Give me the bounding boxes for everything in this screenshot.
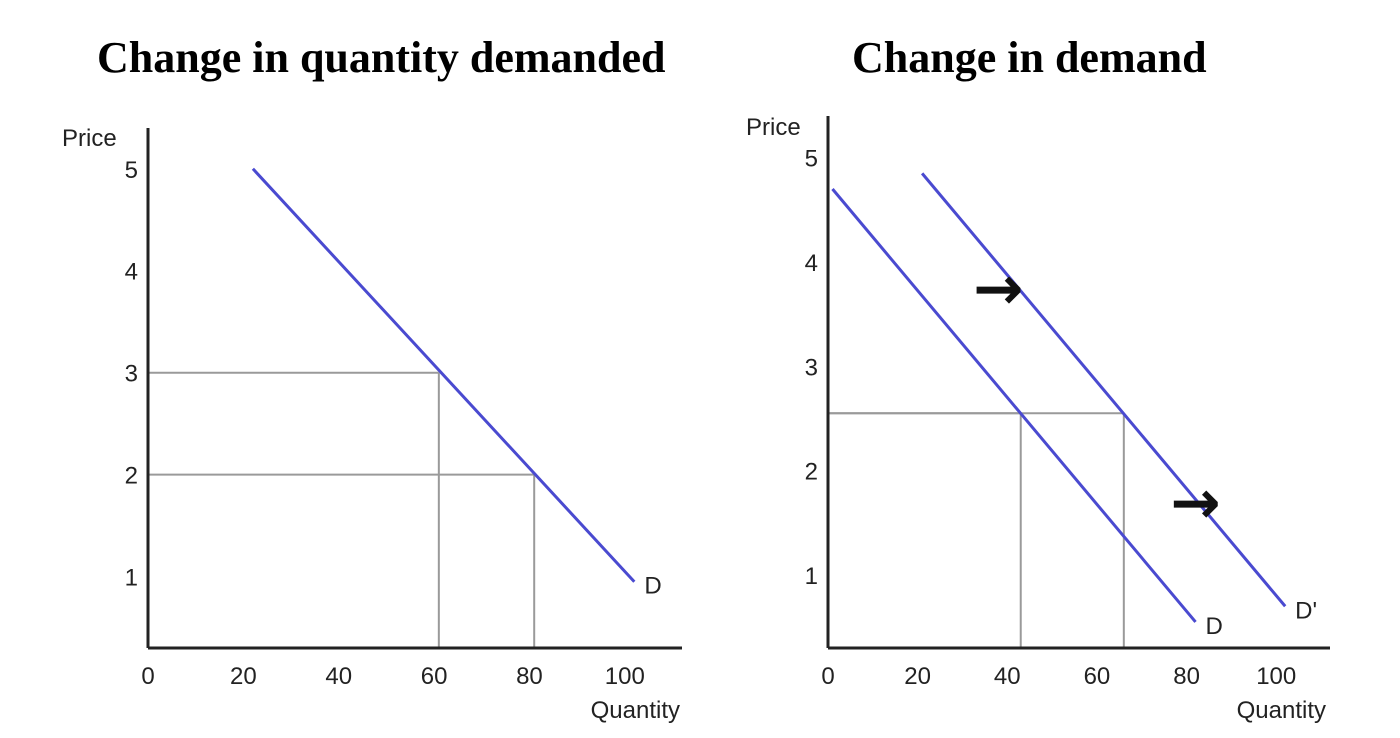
chart2-y-tick-label-4: 4 [805, 250, 818, 277]
chart1-demand-curve-label-1: D [644, 573, 661, 600]
chart2-x-tick-label-40: 40 [994, 663, 1021, 690]
chart1-demand-curve-1 [251, 167, 636, 583]
chart2-shift-arrow-icon-2: → [1170, 468, 1220, 538]
chart1-x-tick-label-40: 40 [325, 663, 352, 690]
chart1-x-tick-label-0: 0 [141, 663, 154, 690]
chart1-x-tick-label-20: 20 [230, 663, 257, 690]
chart1-x-tick-label-60: 60 [421, 663, 448, 690]
chart2-y-axis-label: Price [746, 114, 801, 141]
chart2-demand-curve-1 [831, 188, 1197, 623]
chart2-y-tick-label-1: 1 [805, 563, 818, 590]
chart1-y-tick-label-2: 2 [125, 463, 138, 490]
chart1-y-axis-label: Price [62, 125, 117, 152]
chart2-y-tick-label-3: 3 [805, 354, 818, 381]
chart1-y-tick-label-3: 3 [125, 361, 138, 388]
chart1-y-tick-label-1: 1 [125, 565, 138, 592]
chart1-x-tick-label-80: 80 [516, 663, 543, 690]
chart1-x-tick-label-100: 100 [605, 663, 645, 690]
chart2-shift-arrow-icon-1: → [973, 254, 1023, 324]
chart1-y-tick-label-5: 5 [125, 157, 138, 184]
chart1-x-axis-label: Quantity [591, 697, 680, 724]
chart-title-demand: Change in demand [852, 33, 1207, 82]
chart2-x-tick-label-60: 60 [1084, 663, 1111, 690]
chart2-demand-curve-label-2: D' [1295, 597, 1317, 624]
chart2-x-tick-label-0: 0 [821, 663, 834, 690]
chart2-x-tick-label-80: 80 [1173, 663, 1200, 690]
chart2-x-axis-label: Quantity [1237, 697, 1326, 724]
chart2-demand-curve-label-1: D [1206, 613, 1223, 640]
chart2-demand-curve-2 [920, 172, 1287, 608]
chart2-y-tick-label-5: 5 [805, 146, 818, 173]
chart2-y-tick-label-2: 2 [805, 459, 818, 486]
chart1-y-tick-label-4: 4 [125, 259, 138, 286]
chart2-x-tick-label-20: 20 [904, 663, 931, 690]
chart-title-quantity-demanded: Change in quantity demanded [97, 33, 666, 82]
chart2-x-tick-label-100: 100 [1256, 663, 1296, 690]
